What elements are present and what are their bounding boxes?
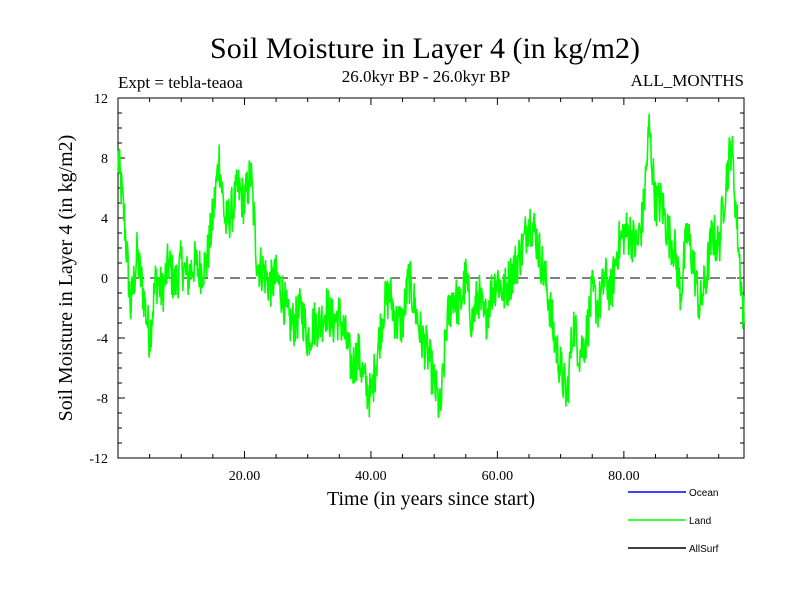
y-tick-label: -4 [96,332,108,347]
months-label: ALL_MONTHS [631,71,744,90]
x-axis-label: Time (in years since start) [327,488,535,510]
y-tick-label: 0 [101,272,108,287]
time-range-label: 26.0kyr BP - 26.0kyr BP [342,67,510,86]
x-tick-label: 80.00 [608,469,640,484]
series-line-land [117,113,745,419]
x-tick-label: 20.00 [229,469,261,484]
y-axis-label: Soil Moisture in Layer 4 (in kg/m2) [55,135,77,422]
x-tick-label: 60.00 [482,469,514,484]
experiment-label: Expt = tebla-teaoa [118,73,243,92]
y-tick-label: -8 [96,392,108,407]
chart-title: Soil Moisture in Layer 4 (in kg/m2) [210,32,640,65]
legend-label-allsurf: AllSurf [689,544,719,555]
y-tick-label: -12 [89,452,108,467]
y-tick-label: 4 [101,212,108,227]
y-tick-label: 12 [94,92,108,107]
legend-label-ocean: Ocean [689,488,718,499]
x-tick-label: 40.00 [355,469,387,484]
plot-area: -12 -8 -4 0 4 8 12 20.00 40.00 60.00 80.00 [89,92,745,484]
legend: Ocean Land AllSurf [628,488,719,555]
legend-label-land: Land [689,516,711,527]
y-tick-label: 8 [101,152,108,167]
